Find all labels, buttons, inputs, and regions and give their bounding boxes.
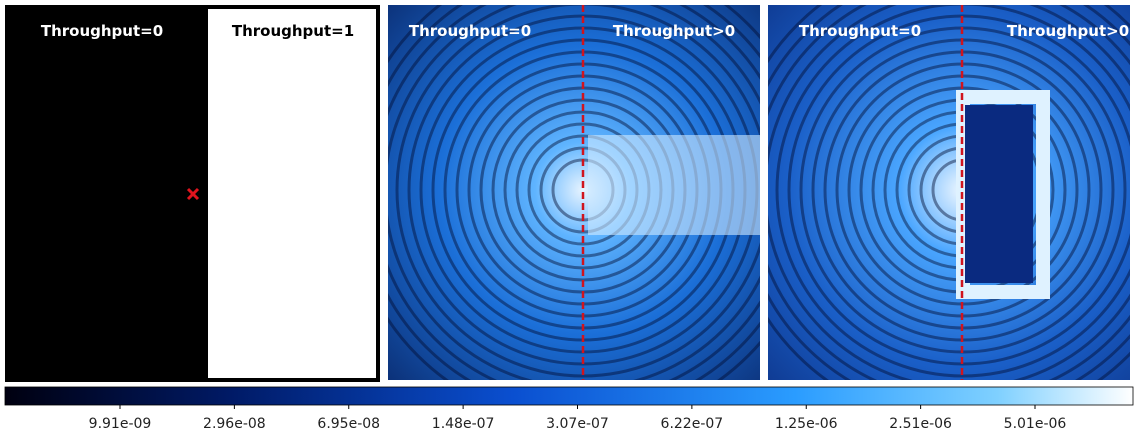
bright-region: [588, 135, 760, 235]
panel-label: Throughput>0: [1007, 22, 1129, 40]
tick-label: 1.48e-07: [432, 416, 495, 432]
bright-region: [204, 5, 380, 382]
tick-label: 2.51e-06: [889, 416, 952, 432]
tick-label: 6.95e-08: [317, 416, 380, 432]
colorbar-ticks: 9.91e-09 2.96e-08 6.95e-08 1.48e-07 3.07e-07…: [89, 405, 1067, 432]
panel-label: Throughput=0: [409, 22, 531, 40]
panel-label: Throughput>0: [613, 22, 735, 40]
dark-region: [5, 5, 205, 382]
tick-label: 1.25e-06: [775, 416, 838, 432]
tick-label: 2.96e-08: [203, 416, 266, 432]
dark-region: [965, 105, 1033, 283]
panel-label: Throughput=1: [232, 22, 354, 40]
colorbar: [4, 386, 1134, 406]
panel-label: Throughput=0: [799, 22, 921, 40]
panel-3: Throughput=0 Throughput>0: [768, 5, 1130, 380]
marker: [186, 187, 200, 201]
tick-label: 6.22e-07: [661, 416, 724, 432]
panel-label: Throughput=0: [41, 22, 163, 40]
panel-2: Throughput=0 Throughput>0: [388, 5, 760, 380]
fringes: [768, 5, 1130, 380]
tick-label: 5.01e-06: [1004, 416, 1067, 432]
tick-label: 3.07e-07: [546, 416, 609, 432]
panel-1: Throughput=0 Throughput=1: [5, 5, 380, 382]
tick-label: 9.91e-09: [89, 416, 152, 432]
